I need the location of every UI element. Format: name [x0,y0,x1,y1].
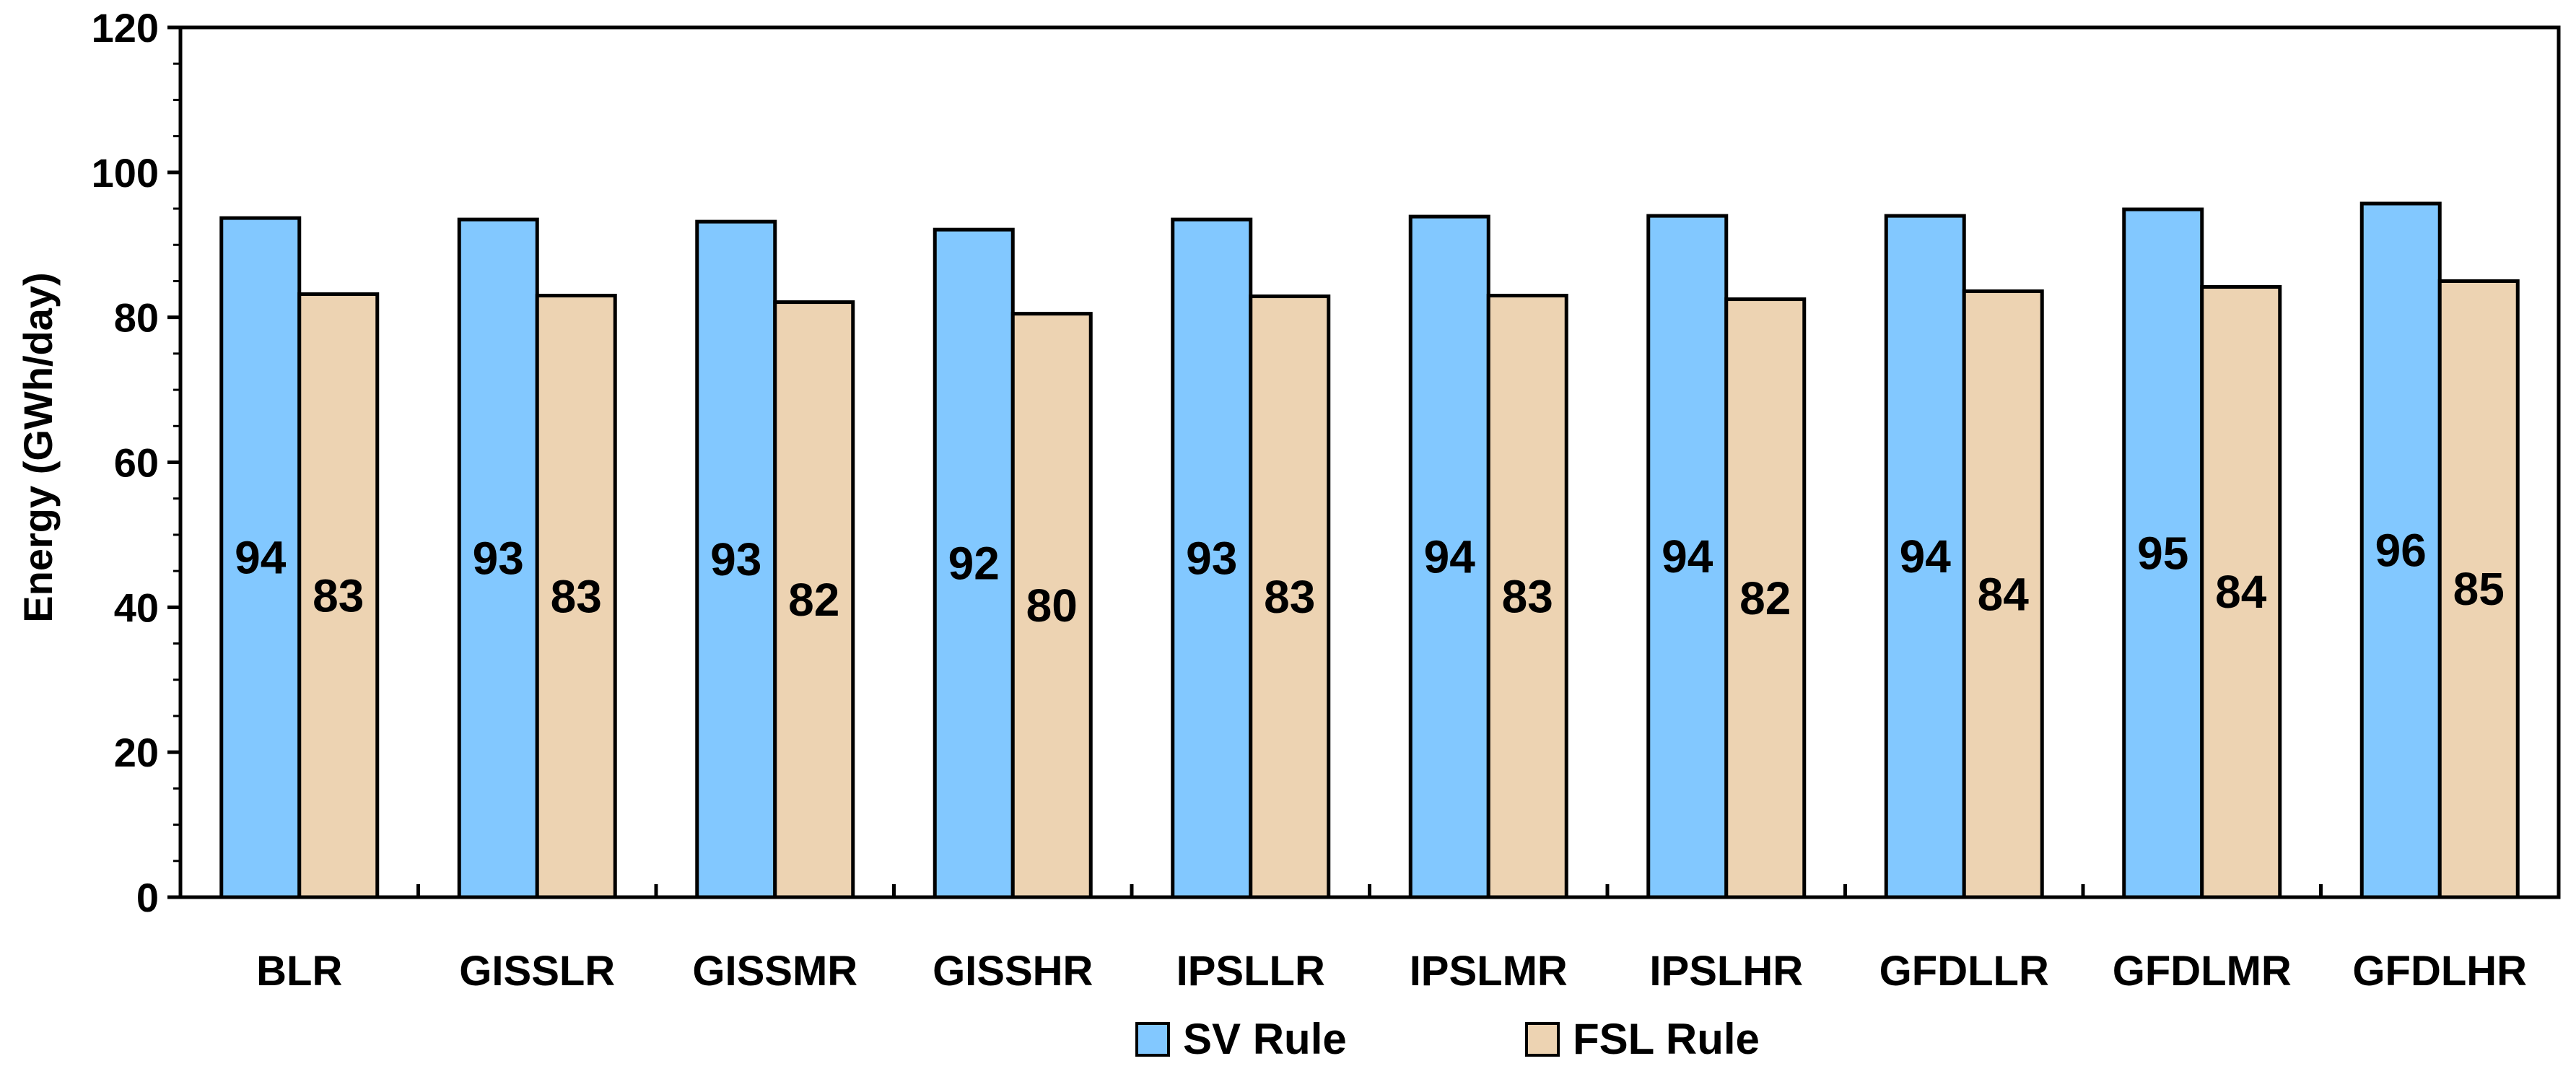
bar-sv-rule [2122,207,2204,899]
data-label-fsl-rule: 83 [1264,571,1315,623]
bar-fsl-rule [1010,312,1093,899]
data-label-sv-rule: 93 [710,533,761,585]
data-label-sv-rule: 95 [2137,528,2188,580]
x-axis: BLR GISSLR GISSMR GISSHR IPSLLR IPSLMR IPSLHR G… [256,884,2527,995]
x-tick-label: GISSLR [459,948,615,995]
data-label-fsl-rule: 84 [2215,566,2267,618]
data-label-sv-rule: 93 [473,533,524,585]
legend: SV Rule FSL Rule [1135,1015,1760,1063]
data-label-sv-rule: 94 [1900,531,1952,582]
bar-sv-rule [1171,217,1253,899]
bar-fsl-rule [1724,297,1807,899]
data-label-fsl-rule: 84 [1978,568,2030,620]
data-label-sv-rule: 94 [1662,531,1713,582]
y-tick-label: 40 [114,585,159,630]
x-tick-label: IPSLHR [1649,948,1803,995]
y-tick-label: 20 [114,730,159,775]
bar-fsl-rule [535,294,617,899]
y-tick-label: 60 [114,440,159,486]
x-tick-label: GFDLLR [1879,948,2049,995]
bar-fsl-rule [1962,289,2044,899]
x-tick-label: GISSHR [933,948,1093,995]
data-label-fsl-rule: 82 [788,574,839,626]
bar-fsl-rule [2200,284,2282,899]
data-label-fsl-rule: 83 [313,569,364,621]
data-label-sv-rule: 94 [235,532,287,584]
x-tick-label: GFDLHR [2352,948,2527,995]
y-tick-label: 80 [114,295,159,341]
data-label-fsl-rule: 83 [551,570,602,622]
y-tick-label: 0 [136,875,159,920]
x-tick-label: GISSMR [692,948,857,995]
legend-label-fsl-rule: FSL Rule [1573,1015,1760,1063]
bar-sv-rule [2359,201,2442,899]
y-axis-title: Energy (GWh/day) [15,272,61,622]
legend-swatch-fsl-rule [1525,1022,1560,1057]
bar-sv-rule [1408,214,1490,899]
x-tick-label: BLR [256,948,342,995]
bar-series-group [219,201,2520,899]
data-label-sv-rule: 93 [1186,533,1237,585]
x-tick-label: GFDLMR [2113,948,2292,995]
bar-fsl-rule [1486,294,1568,899]
data-label-fsl-rule: 85 [2453,563,2505,615]
y-tick-label: 120 [92,5,159,51]
data-label-fsl-rule: 83 [1502,570,1553,622]
x-tick-label: IPSLLR [1176,948,1325,995]
bar-fsl-rule [1249,294,1331,899]
data-label-sv-rule: 94 [1424,531,1476,583]
x-tick-label: IPSLMR [1410,948,1568,995]
data-label-fsl-rule: 80 [1026,580,1078,632]
data-label-sv-rule: 96 [2375,525,2427,577]
data-label-sv-rule: 92 [948,538,1000,590]
bar-fsl-rule [773,300,855,899]
y-tick-label: 100 [92,150,159,196]
bar-fsl-rule [2437,279,2520,899]
legend-label-sv-rule: SV Rule [1183,1015,1347,1063]
data-label-fsl-rule: 82 [1739,572,1791,624]
data-labels-group: 94 83 93 83 93 82 92 80 93 83 94 83 94 82 94 84 95 84 96 85 [235,525,2505,632]
y-axis: 0 20 40 60 80 100 120 [92,5,180,920]
bar-sv-rule [1646,214,1729,899]
bar-sv-rule [1884,214,1966,899]
legend-swatch-sv-rule [1135,1022,1170,1057]
bar-fsl-rule [297,292,380,899]
